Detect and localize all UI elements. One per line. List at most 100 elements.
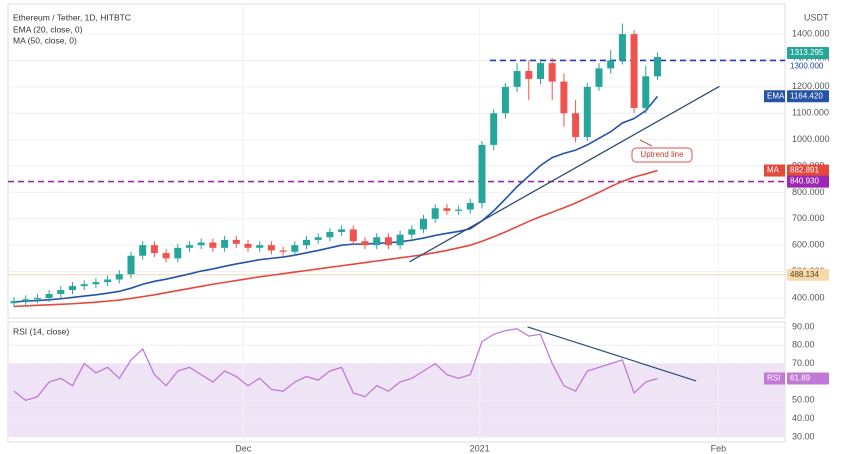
candle-body <box>45 293 53 298</box>
candle-body <box>326 231 334 238</box>
tag-prefix-label: RSI <box>767 374 780 383</box>
price-tag <box>787 90 829 103</box>
y-tick-label: 600.000 <box>792 240 825 250</box>
candle-body <box>69 286 76 291</box>
price-tag <box>787 60 829 73</box>
rsi-tick-label: 30.00 <box>792 431 815 441</box>
candle-body <box>80 284 88 287</box>
price-tag <box>787 46 829 59</box>
candle-body <box>349 229 357 242</box>
candle-body <box>361 241 369 246</box>
rsi-divergence <box>527 326 697 382</box>
candle-body <box>443 208 451 211</box>
candle-body <box>466 202 474 210</box>
candle-body <box>127 255 135 275</box>
trendline <box>409 85 720 263</box>
candle-body <box>314 237 322 240</box>
candle-body <box>162 253 170 259</box>
ma-line <box>13 95 659 303</box>
tag-prefix <box>764 372 785 385</box>
price-tag-label: 1300.000 <box>790 62 824 71</box>
rsi-tick-label: 40.00 <box>792 413 815 423</box>
candle-body <box>256 245 264 248</box>
rsi-tick-label: 50.00 <box>792 395 815 405</box>
candle-body <box>420 218 427 230</box>
candle-body <box>291 245 299 252</box>
candle-body <box>338 229 346 232</box>
price-tag <box>787 164 829 177</box>
chart-title: Ethereum / Tether, 1D, HITBTC <box>13 12 131 22</box>
price-tag <box>787 175 829 188</box>
candle-body <box>279 250 287 252</box>
candle-body <box>525 71 533 79</box>
candle-body <box>10 301 18 304</box>
candle-body <box>642 76 650 108</box>
candle-body <box>560 81 568 114</box>
tag-prefix-label: MA <box>767 166 780 175</box>
price-tag-label: 488.134 <box>790 270 819 279</box>
annotation-box <box>631 147 693 163</box>
y-tick-label: 800.000 <box>792 187 825 197</box>
candle-body <box>186 245 193 248</box>
x-tick-label: 2021 <box>470 443 490 453</box>
currency: USDT <box>804 12 829 22</box>
candle-body <box>595 68 603 87</box>
y-tick-label: 1400.000 <box>792 28 830 38</box>
candle-body <box>197 242 205 246</box>
price-tag-label: 61.89 <box>790 374 811 383</box>
price-tag <box>787 372 829 385</box>
candle-body <box>115 274 123 280</box>
legend-ma: MA (50, close, 0) <box>13 35 77 45</box>
candle-body <box>501 86 509 114</box>
candle-body <box>455 209 463 211</box>
price-tag <box>787 268 829 281</box>
ma-line <box>13 169 658 308</box>
candle-body <box>33 297 41 300</box>
candle-body <box>174 247 182 259</box>
candle-body <box>630 34 638 108</box>
candle-body <box>478 144 486 203</box>
candle-body <box>396 234 404 246</box>
candle-body <box>583 86 591 137</box>
y-tick-label: 400.000 <box>792 292 825 302</box>
rsi-tick-label: 70.00 <box>792 358 815 368</box>
y-tick-label: 1100.000 <box>792 108 829 118</box>
candle-body <box>384 237 392 246</box>
x-tick-label: Dec <box>235 443 252 453</box>
candle-body <box>104 279 112 283</box>
candle-body <box>232 239 240 244</box>
price-tag-label: 840.930 <box>790 177 819 186</box>
candle-body <box>513 71 521 87</box>
candle-body <box>267 245 275 251</box>
annotation-pointer <box>639 139 653 147</box>
candle-body <box>209 242 217 248</box>
y-tick-label: 700.000 <box>792 213 825 223</box>
candle-body <box>537 63 544 79</box>
price-tag-label: 1164.420 <box>790 91 823 100</box>
tag-prefix <box>764 164 785 177</box>
candle-body <box>57 290 65 294</box>
candle-body <box>139 245 147 256</box>
candle-body <box>618 34 626 61</box>
candle-body <box>490 113 498 145</box>
candle-body <box>572 113 580 137</box>
candle-body <box>408 229 416 235</box>
x-tick-label: Feb <box>711 443 727 453</box>
candle-body <box>303 239 310 246</box>
y-tick-label: 1300.000 <box>792 55 830 65</box>
price-tag-label: 1313.295 <box>790 48 824 57</box>
candle-body <box>244 243 252 248</box>
rsi-tick-label: 80.00 <box>792 340 815 350</box>
tag-prefix-label: EMA <box>767 91 785 100</box>
tag-prefix <box>764 90 785 103</box>
y-tick-label: 1200.000 <box>792 81 830 91</box>
legend-ema: EMA (20, close, 0) <box>13 24 83 34</box>
candle-body <box>548 63 556 82</box>
candle-body <box>22 299 30 302</box>
candle-body <box>607 60 615 69</box>
candle-body <box>431 208 439 219</box>
candle-body <box>150 245 158 254</box>
rsi-line <box>13 328 658 402</box>
price-tag-label: 882.891 <box>790 166 819 175</box>
